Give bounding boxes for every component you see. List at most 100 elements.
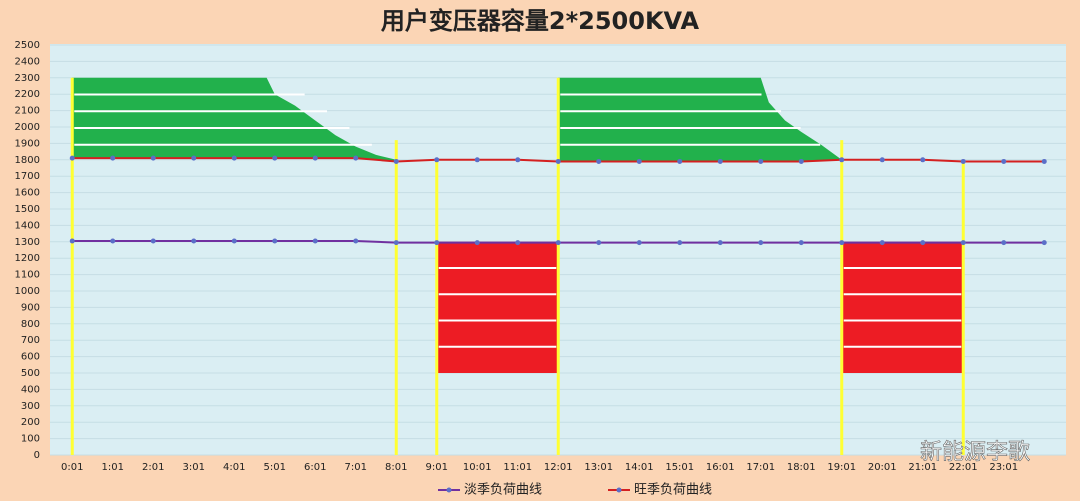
load-area (841, 241, 964, 373)
x-tick-label: 11:01 (503, 462, 532, 473)
x-tick-label: 14:01 (625, 462, 654, 473)
y-tick-label: 2500 (15, 40, 40, 51)
series-point (474, 157, 480, 163)
x-tick-label: 12:01 (544, 462, 573, 473)
series-point (515, 157, 521, 163)
y-tick-label: 800 (21, 319, 40, 330)
y-tick-label: 1500 (15, 204, 40, 215)
chart-title: 用户变压器容量2*2500KVA (381, 7, 700, 35)
series-point (596, 158, 602, 164)
series-point (717, 158, 723, 164)
series-point (69, 238, 75, 244)
series-point (798, 240, 804, 246)
load-area (558, 77, 842, 162)
x-tick-label: 0:01 (61, 462, 83, 473)
x-tick-label: 2:01 (142, 462, 164, 473)
x-tick-label: 16:01 (706, 462, 735, 473)
series-point (839, 157, 845, 163)
series-point (1041, 240, 1047, 246)
y-tick-label: 200 (21, 417, 40, 428)
series-point (1001, 158, 1007, 164)
series-point (920, 240, 926, 246)
series-point (312, 238, 318, 244)
series-point (515, 240, 521, 246)
y-tick-label: 1800 (15, 155, 40, 166)
series-point (191, 155, 197, 161)
series-point (353, 238, 359, 244)
x-tick-label: 1:01 (102, 462, 124, 473)
x-tick-label: 9:01 (426, 462, 448, 473)
series-point (960, 158, 966, 164)
y-tick-label: 600 (21, 352, 40, 363)
y-tick-label: 2100 (15, 106, 40, 117)
series-point (110, 155, 116, 161)
series-point (879, 157, 885, 163)
series-point (677, 158, 683, 164)
series-point (839, 240, 845, 246)
legend-marker (616, 487, 622, 493)
x-tick-label: 19:01 (827, 462, 856, 473)
y-tick-label: 1900 (15, 138, 40, 149)
load-area (72, 77, 397, 162)
series-point (393, 240, 399, 246)
series-point (920, 157, 926, 163)
series-point (555, 240, 561, 246)
x-tick-label: 23:01 (989, 462, 1018, 473)
y-tick-label: 900 (21, 302, 40, 313)
series-point (150, 155, 156, 161)
y-tick-label: 1600 (15, 188, 40, 199)
y-tick-label: 2400 (15, 56, 40, 67)
series-point (758, 158, 764, 164)
series-point (798, 158, 804, 164)
series-point (434, 240, 440, 246)
x-tick-label: 21:01 (908, 462, 937, 473)
series-point (393, 158, 399, 164)
x-tick-label: 15:01 (665, 462, 694, 473)
series-point (1001, 240, 1007, 246)
series-point (353, 155, 359, 161)
x-tick-label: 10:01 (463, 462, 492, 473)
x-tick-label: 20:01 (868, 462, 897, 473)
series-point (1041, 158, 1047, 164)
legend-marker (446, 487, 452, 493)
series-point (150, 238, 156, 244)
y-tick-label: 700 (21, 335, 40, 346)
watermark: 新能源李歌 (920, 440, 1030, 465)
x-tick-label: 17:01 (746, 462, 775, 473)
y-tick-label: 2000 (15, 122, 40, 133)
y-tick-label: 1100 (15, 270, 40, 281)
legend-label: 淡季负荷曲线 (464, 483, 542, 498)
series-point (960, 240, 966, 246)
x-tick-label: 22:01 (949, 462, 978, 473)
series-point (272, 238, 278, 244)
y-tick-label: 1200 (15, 253, 40, 264)
x-tick-label: 18:01 (787, 462, 816, 473)
y-tick-label: 1700 (15, 171, 40, 182)
x-tick-label: 7:01 (345, 462, 367, 473)
x-tick-label: 4:01 (223, 462, 245, 473)
y-tick-label: 2200 (15, 89, 40, 100)
x-tick-label: 13:01 (584, 462, 613, 473)
series-point (231, 238, 237, 244)
y-tick-label: 1400 (15, 220, 40, 231)
series-point (231, 155, 237, 161)
x-tick-label: 8:01 (385, 462, 407, 473)
series-point (434, 157, 440, 163)
series-point (312, 155, 318, 161)
y-tick-label: 300 (21, 401, 40, 412)
y-tick-label: 500 (21, 368, 40, 379)
series-point (677, 240, 683, 246)
series-point (69, 155, 75, 161)
series-point (191, 238, 197, 244)
legend-label: 旺季负荷曲线 (634, 483, 712, 498)
y-tick-label: 0 (34, 450, 40, 461)
y-tick-label: 100 (21, 434, 40, 445)
y-tick-label: 1000 (15, 286, 40, 297)
x-tick-label: 3:01 (183, 462, 205, 473)
series-point (758, 240, 764, 246)
y-tick-label: 1300 (15, 237, 40, 248)
load-area (436, 241, 559, 373)
series-point (272, 155, 278, 161)
series-point (474, 240, 480, 246)
